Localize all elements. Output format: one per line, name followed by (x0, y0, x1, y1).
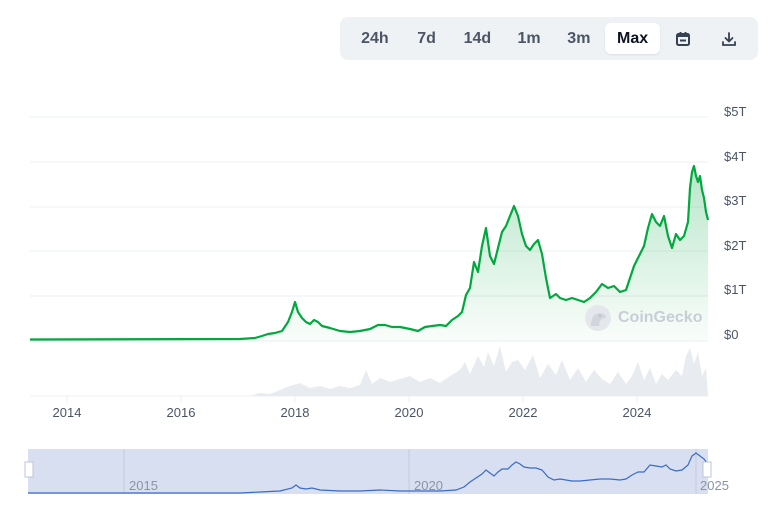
navigator-right-handle[interactable] (702, 461, 712, 478)
range-7d-button[interactable]: 7d (417, 29, 436, 47)
watermark-text: CoinGecko (618, 309, 703, 326)
x-label-2014: 2014 (52, 405, 82, 420)
date-picker-button[interactable] (660, 23, 706, 54)
navigator-line (28, 452, 709, 494)
download-icon (722, 31, 737, 46)
x-label-2020: 2020 (394, 405, 424, 420)
time-range-toolbar: 24h 7d 14d 1m 3m Max (340, 17, 758, 60)
market-cap-area (30, 166, 708, 341)
x-ticks (66, 396, 638, 402)
y-label-3t: $3T (724, 193, 747, 208)
navigator-label-2025: 2025 (700, 478, 729, 493)
range-3m-button[interactable]: 3m (567, 29, 591, 47)
navigator-left-handle[interactable] (24, 461, 34, 478)
x-label-2018: 2018 (280, 405, 310, 420)
range-navigator (24, 449, 712, 494)
navigator-label-2015: 2015 (129, 478, 158, 493)
download-button[interactable] (706, 23, 752, 54)
calendar-icon (676, 31, 691, 46)
y-label-0: $0 (724, 327, 739, 342)
navigator-label-2020: 2020 (414, 478, 443, 493)
y-label-4t: $4T (724, 149, 747, 164)
gridlines (30, 116, 708, 397)
range-14d-button[interactable]: 14d (463, 29, 492, 47)
x-label-2022: 2022 (508, 405, 538, 420)
volume-bars (250, 346, 708, 396)
gecko-logo-icon (585, 305, 611, 331)
x-label-2016: 2016 (166, 405, 196, 420)
range-24h-button[interactable]: 24h (361, 29, 389, 47)
coingecko-watermark: CoinGecko (584, 304, 702, 332)
y-label-5t: $5T (724, 104, 747, 119)
x-label-2024: 2024 (622, 405, 652, 420)
range-1m-button[interactable]: 1m (517, 29, 541, 47)
y-label-1t: $1T (724, 282, 747, 297)
market-cap-line (29, 164, 710, 341)
y-label-2t: $2T (724, 238, 747, 253)
range-max-button[interactable]: Max (604, 23, 661, 54)
